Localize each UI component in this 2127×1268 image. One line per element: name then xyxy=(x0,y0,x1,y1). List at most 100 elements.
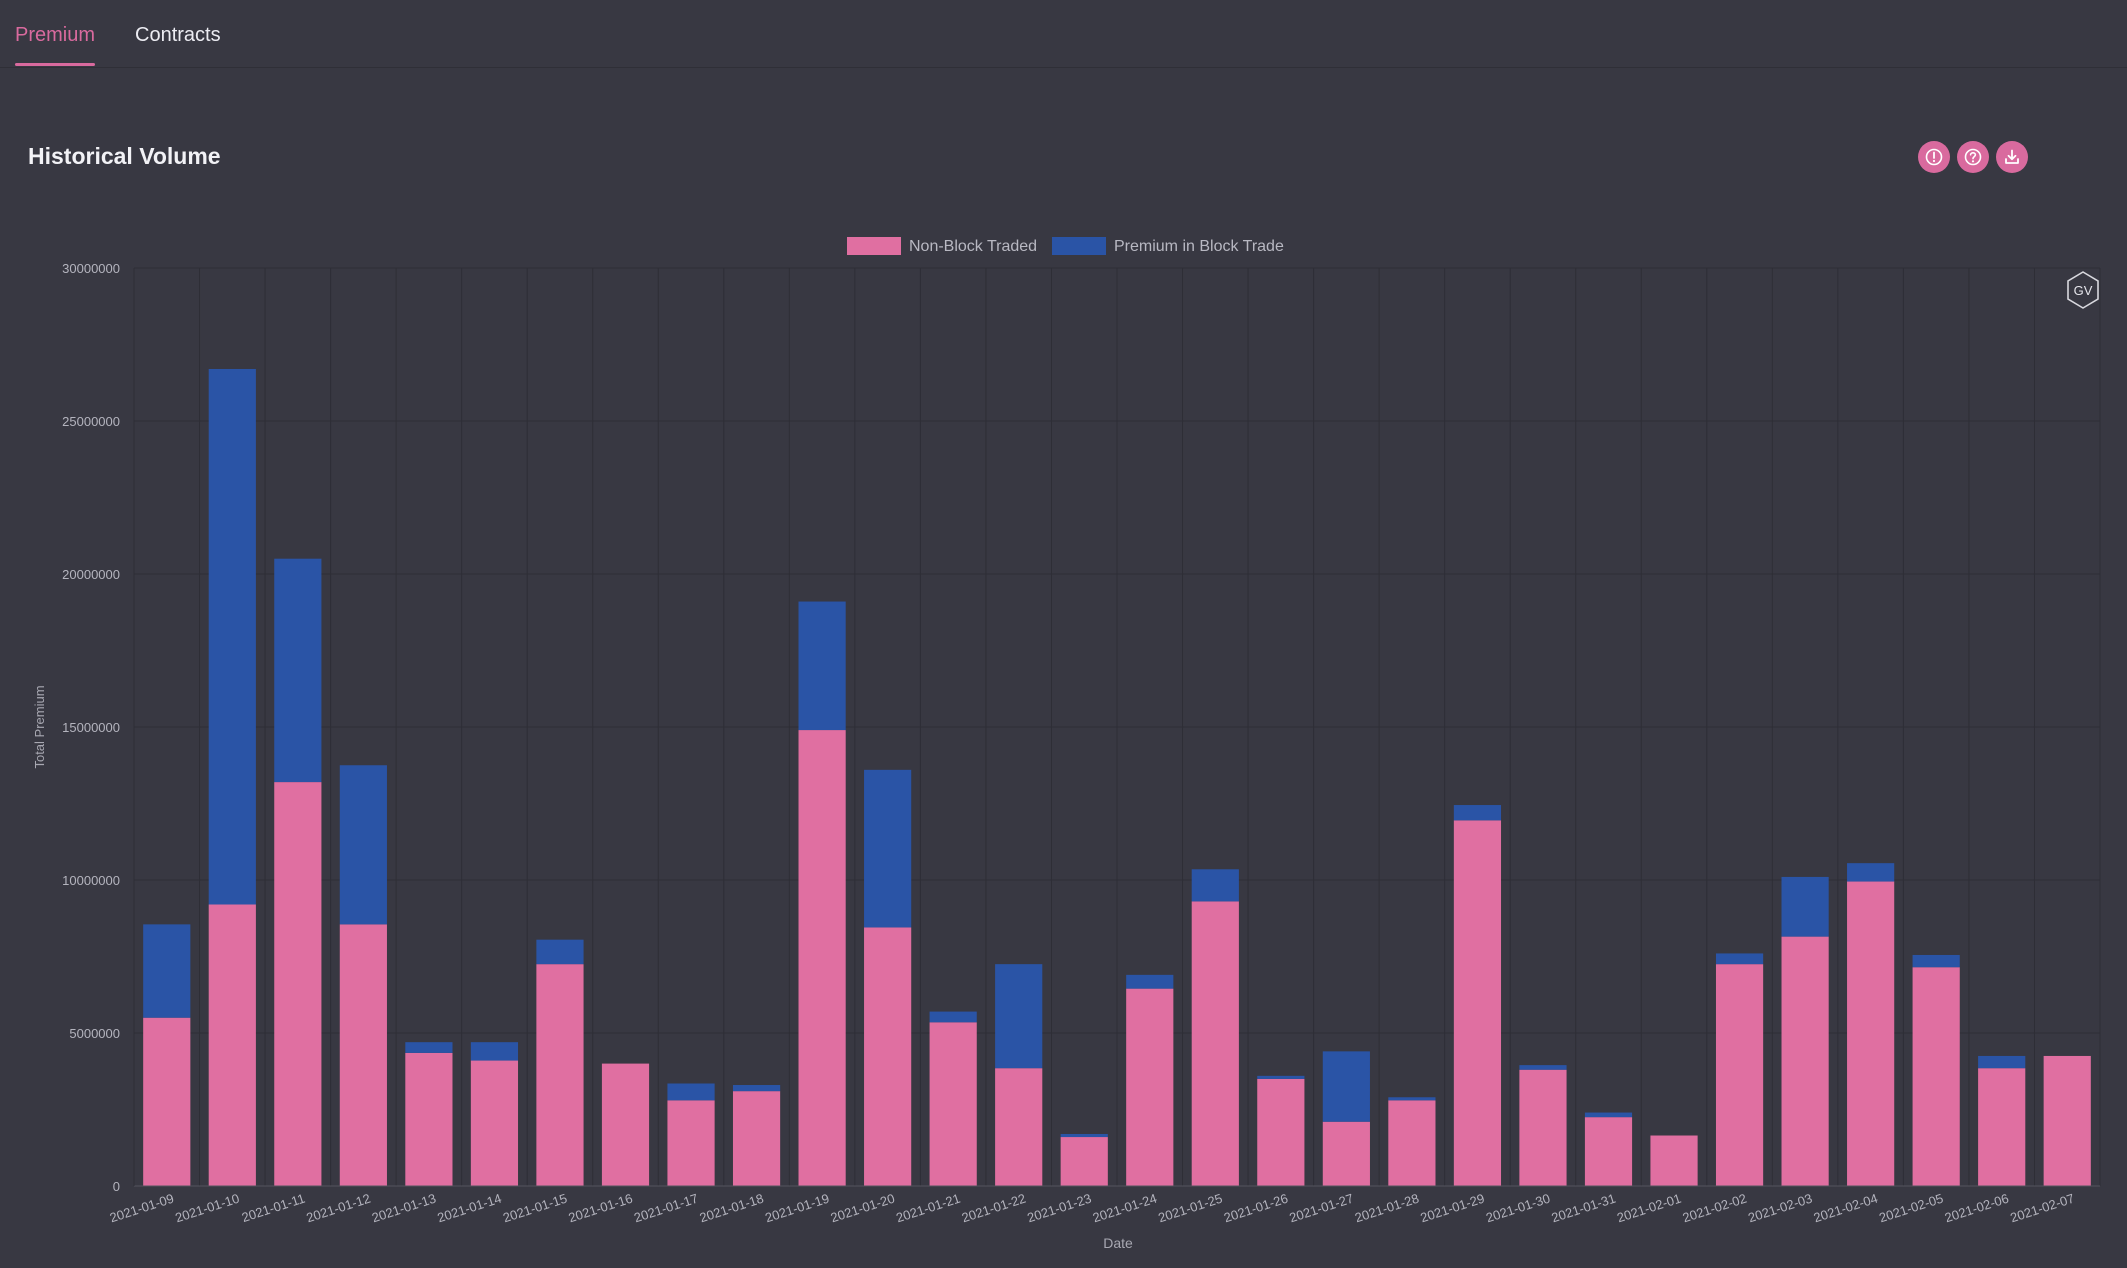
bar-block[interactable] xyxy=(1519,1065,1567,1070)
x-tick-label: 2021-02-03 xyxy=(1746,1191,1814,1226)
bar-non-block[interactable] xyxy=(732,1091,781,1186)
bar-block[interactable] xyxy=(339,765,387,925)
x-tick-label: 2021-01-28 xyxy=(1353,1191,1421,1226)
bar-block[interactable] xyxy=(470,1042,519,1061)
y-tick-label: 10000000 xyxy=(62,873,120,888)
bar-non-block[interactable] xyxy=(1060,1137,1108,1186)
bar-non-block[interactable] xyxy=(1388,1100,1436,1186)
download-icon xyxy=(2005,149,2019,164)
x-tick-label: 2021-02-04 xyxy=(1812,1191,1880,1226)
bar-non-block[interactable] xyxy=(1257,1078,1305,1186)
legend-swatch-block[interactable] xyxy=(1052,237,1106,255)
legend-label-non-block[interactable]: Non-Block Traded xyxy=(909,238,1037,255)
bar-non-block[interactable] xyxy=(798,730,846,1186)
bar-block[interactable] xyxy=(1257,1075,1305,1079)
x-tick-label: 2021-01-26 xyxy=(1222,1191,1290,1226)
bar-non-block[interactable] xyxy=(1847,881,1895,1186)
x-tick-label: 2021-02-07 xyxy=(2008,1191,2076,1226)
bar-non-block[interactable] xyxy=(1584,1117,1633,1186)
bar-non-block[interactable] xyxy=(339,924,387,1186)
bar-non-block[interactable] xyxy=(1191,901,1239,1186)
bar-non-block[interactable] xyxy=(1126,988,1174,1186)
y-axis-title: Total Premium xyxy=(32,685,47,768)
bar-non-block[interactable] xyxy=(405,1052,453,1186)
bar-block[interactable] xyxy=(1322,1051,1370,1122)
tab-contracts[interactable]: Contracts xyxy=(135,24,221,46)
x-tick-label: 2021-01-10 xyxy=(173,1191,241,1226)
bar-block[interactable] xyxy=(143,924,191,1018)
bar-block[interactable] xyxy=(208,368,256,905)
download-button[interactable] xyxy=(1996,141,2028,173)
bar-non-block[interactable] xyxy=(1322,1121,1370,1186)
bar-block[interactable] xyxy=(1847,863,1895,882)
bar-block[interactable] xyxy=(274,558,322,783)
info-icon xyxy=(1925,148,1943,166)
bar-block[interactable] xyxy=(536,939,584,965)
bar-non-block[interactable] xyxy=(536,964,584,1186)
y-tick-label: 30000000 xyxy=(62,261,120,276)
bar-non-block[interactable] xyxy=(208,904,256,1186)
legend-swatch-non-block[interactable] xyxy=(847,237,901,255)
bar-non-block[interactable] xyxy=(864,927,912,1186)
bar-block[interactable] xyxy=(929,1011,977,1023)
bar-block[interactable] xyxy=(1126,974,1174,989)
bar-block[interactable] xyxy=(1060,1133,1108,1138)
x-tick-label: 2021-01-23 xyxy=(1025,1191,1093,1226)
bar-block[interactable] xyxy=(1453,805,1502,821)
bar-block[interactable] xyxy=(732,1085,781,1092)
bar-non-block[interactable] xyxy=(274,782,322,1186)
x-tick-label: 2021-01-13 xyxy=(370,1191,438,1226)
bar-block[interactable] xyxy=(995,964,1043,1069)
x-tick-label: 2021-02-05 xyxy=(1877,1191,1945,1226)
info-button[interactable] xyxy=(1918,141,1950,173)
bar-non-block[interactable] xyxy=(1453,820,1502,1186)
bars xyxy=(143,368,2091,1186)
bar-non-block[interactable] xyxy=(667,1100,715,1186)
bar-block[interactable] xyxy=(1912,954,1960,968)
bar-block[interactable] xyxy=(864,769,912,928)
x-tick-label: 2021-01-30 xyxy=(1484,1191,1552,1226)
bar-non-block[interactable] xyxy=(1978,1068,2026,1186)
x-tick-label: 2021-01-09 xyxy=(108,1191,176,1226)
bar-non-block[interactable] xyxy=(995,1068,1043,1186)
bar-block[interactable] xyxy=(1584,1112,1633,1118)
legend-label-block[interactable]: Premium in Block Trade xyxy=(1114,238,1284,255)
help-icon xyxy=(1964,148,1982,166)
x-tick-label: 2021-01-20 xyxy=(829,1191,897,1226)
bar-block[interactable] xyxy=(1978,1055,2026,1069)
bar-non-block[interactable] xyxy=(1912,967,1960,1186)
bar-block[interactable] xyxy=(667,1083,715,1101)
bar-non-block[interactable] xyxy=(601,1063,650,1186)
x-tick-label: 2021-02-01 xyxy=(1615,1191,1683,1226)
x-tick-label: 2021-01-12 xyxy=(304,1191,372,1226)
x-tick-label: 2021-01-16 xyxy=(567,1191,635,1226)
x-tick-label: 2021-01-27 xyxy=(1287,1191,1355,1226)
bar-non-block[interactable] xyxy=(470,1060,519,1186)
bar-block[interactable] xyxy=(1715,953,1764,965)
bar-non-block[interactable] xyxy=(929,1022,977,1186)
bar-block[interactable] xyxy=(1388,1097,1436,1101)
bar-block[interactable] xyxy=(1781,876,1829,937)
x-tick-label: 2021-01-19 xyxy=(763,1191,831,1226)
x-tick-label: 2021-01-18 xyxy=(698,1191,766,1226)
bar-non-block[interactable] xyxy=(1519,1069,1567,1186)
tab-premium[interactable]: Premium xyxy=(15,24,96,66)
help-button[interactable] xyxy=(1957,141,1989,173)
x-tick-label: 2021-01-25 xyxy=(1156,1191,1224,1226)
y-tick-label: 0 xyxy=(113,1179,120,1194)
bar-block[interactable] xyxy=(798,601,846,731)
y-tick-label: 25000000 xyxy=(62,414,120,429)
x-tick-label: 2021-01-21 xyxy=(894,1191,962,1226)
bar-non-block[interactable] xyxy=(2043,1055,2091,1186)
watermark-text: GV xyxy=(2074,283,2093,298)
bar-block[interactable] xyxy=(405,1042,453,1053)
bar-non-block[interactable] xyxy=(1781,936,1829,1186)
bar-block[interactable] xyxy=(1191,869,1239,902)
bar-non-block[interactable] xyxy=(143,1017,191,1186)
x-tick-label: 2021-01-22 xyxy=(960,1191,1028,1226)
bar-non-block[interactable] xyxy=(1650,1135,1698,1186)
bar-non-block[interactable] xyxy=(1715,964,1764,1186)
y-tick-label: 15000000 xyxy=(62,720,120,735)
x-tick-label: 2021-01-14 xyxy=(435,1191,503,1226)
